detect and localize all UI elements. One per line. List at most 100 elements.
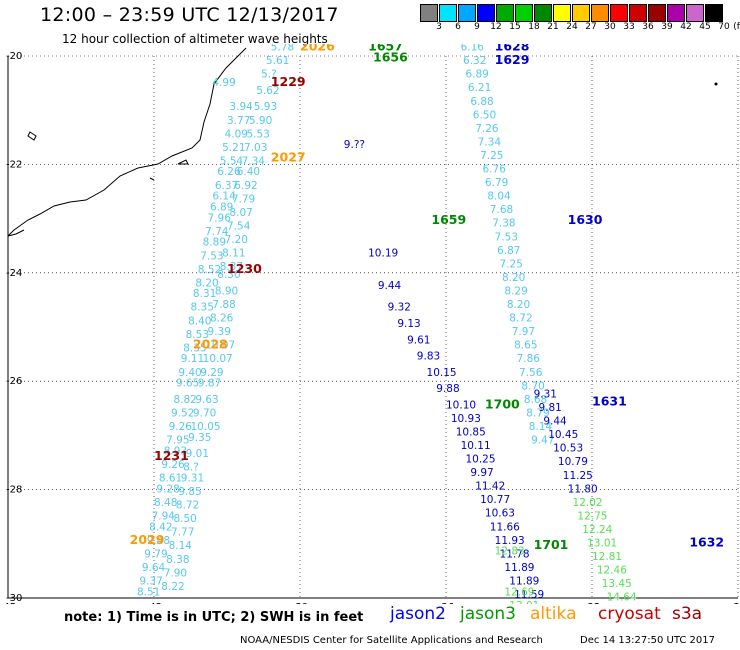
swh-value: 5.21	[222, 142, 245, 154]
swh-value: 10.15	[427, 367, 457, 379]
scale-swatch	[572, 4, 590, 22]
scale-label: 30	[604, 22, 616, 32]
swh-value: 7.56	[519, 367, 543, 379]
swh-value: 6.76	[483, 164, 507, 176]
swh-value: 6.16	[461, 44, 485, 54]
swh-value: 9.48	[147, 535, 170, 547]
swh-value: 10.93	[451, 413, 481, 425]
swh-value: 7.53	[200, 250, 223, 262]
swh-value: 12.24	[582, 524, 612, 536]
scale-label: 42	[680, 22, 692, 32]
scale-swatch	[629, 4, 647, 22]
chart-title: 12:00 – 23:59 UTC 12/13/2017	[40, 4, 339, 26]
scale-swatch	[591, 4, 609, 22]
swh-value: 8.20	[502, 272, 525, 284]
y-tick-label: -26	[6, 376, 22, 387]
swh-value: 7.34	[242, 155, 266, 167]
swh-value: 8.29	[504, 285, 527, 297]
swh-value: 8.37	[220, 261, 243, 273]
scale-swatch	[553, 4, 571, 22]
swh-value: 7.03	[244, 142, 267, 154]
swh-value: 8.72	[176, 500, 199, 512]
x-tick-label: -42	[146, 602, 162, 604]
swh-value: 9.37	[139, 575, 162, 587]
swh-value: 6.89	[210, 201, 233, 213]
swh-value: 10.05	[191, 421, 221, 433]
swh-value: 8.53	[186, 329, 209, 341]
swh-value: 10.07	[203, 353, 233, 365]
swh-value: 10.63	[485, 508, 515, 520]
swh-value: 9.79	[144, 548, 167, 560]
swh-value: 8.93	[164, 445, 187, 457]
swh-value: 7.26	[475, 123, 499, 135]
swh-value: 9.28	[156, 483, 179, 495]
swh-value: 8.22	[161, 581, 184, 593]
swh-value: 6.40	[237, 166, 260, 178]
swh-value: 10.53	[553, 443, 583, 455]
swh-value: 7.54	[227, 220, 251, 232]
swh-value: 5.62	[256, 85, 279, 97]
swh-value: 5.78	[271, 44, 294, 54]
swh-value: 6.14	[212, 191, 236, 203]
y-tick-label: -30	[6, 593, 22, 604]
swh-value: 6.21	[468, 82, 491, 94]
swh-value: 11.25	[563, 470, 593, 482]
swh-value: 10.19	[368, 248, 398, 260]
pass-time-label: 1629	[495, 52, 530, 67]
x-tick-label: -39	[292, 602, 308, 604]
swh-value: 7.96	[208, 212, 232, 224]
note-text: note: 1) Time is in UTC; 2) SWH is in fe…	[64, 610, 364, 625]
swh-value: 12.75	[577, 510, 607, 522]
swh-value: 8.50	[173, 513, 196, 525]
swh-value: 7.68	[490, 204, 513, 216]
swh-value: 10.10	[446, 399, 476, 411]
swh-value: 3.94	[229, 101, 253, 113]
swh-value: 9.29	[200, 367, 223, 379]
swh-value: 7.88	[212, 299, 235, 311]
swh-value: 6.88	[470, 96, 493, 108]
swh-value: 8.35	[183, 342, 206, 354]
pass-time-label: 2029	[130, 532, 165, 547]
swh-value: 8.89	[203, 237, 226, 249]
swh-value: 9.39	[208, 326, 231, 338]
swh-value: 8.11	[222, 248, 245, 260]
swh-value: 9.44	[378, 280, 402, 292]
swh-value: 8.61	[159, 472, 182, 484]
pass-time-label: 1229	[271, 74, 306, 89]
swh-value: 7.34	[478, 136, 502, 148]
scale-label: 27	[585, 22, 597, 32]
swh-value: 8.70	[521, 380, 544, 392]
pass-time-label: 2028	[193, 337, 228, 352]
swh-value: 12.02	[573, 497, 603, 509]
credit-text: NOAA/NESDIS Center for Satellite Applica…	[240, 635, 543, 646]
x-tick-label: -36	[438, 602, 454, 604]
swh-value: 12.83	[495, 546, 525, 558]
x-tick-label: -33	[584, 602, 600, 604]
x-tick-label: -30	[730, 602, 740, 604]
swh-value: 11.80	[568, 483, 598, 495]
swh-value: 8.35	[191, 302, 214, 314]
swh-value: 9.44	[543, 416, 567, 428]
island-dot	[714, 82, 718, 86]
swh-value: 9.??	[344, 139, 365, 151]
scale-label: 36	[642, 22, 654, 32]
swh-value: 5.?	[261, 69, 277, 81]
scale-swatch	[648, 4, 666, 22]
swh-value: 9.61	[407, 334, 430, 346]
swh-value: 3.77	[227, 115, 250, 127]
swh-value: 10.11	[461, 440, 491, 452]
swh-value: 10.85	[456, 426, 486, 438]
swh-value: 6.50	[473, 109, 496, 121]
swh-value: 10.07	[205, 340, 235, 352]
swh-value: 9.32	[388, 302, 411, 314]
swh-value: 7.79	[232, 193, 255, 205]
swh-value: 8.38	[166, 554, 189, 566]
scale-label: 9	[474, 22, 480, 32]
swh-value: 8.40	[188, 315, 211, 327]
timestamp: Dec 14 13:27:50 UTC 2017	[580, 635, 715, 646]
pass-time-label: 1659	[431, 212, 466, 227]
swh-value: 11.89	[509, 575, 539, 587]
scale-label: 21	[547, 22, 559, 32]
swh-value: 9.31	[181, 472, 204, 484]
